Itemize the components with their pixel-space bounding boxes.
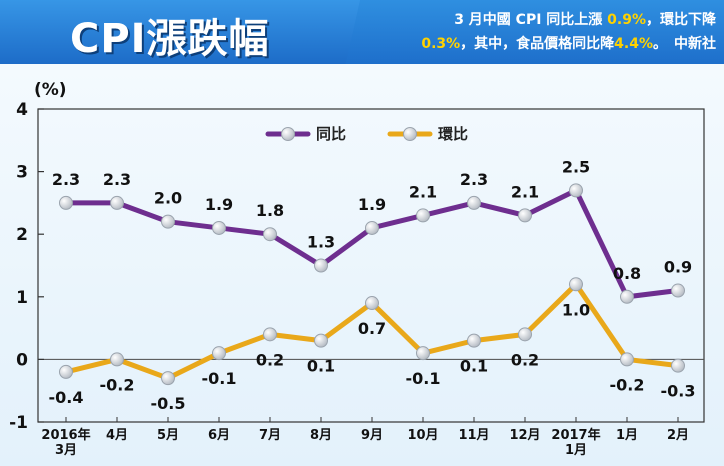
data-point-marker bbox=[314, 333, 328, 348]
data-label: 0.2 bbox=[511, 350, 539, 369]
header-banner: CPI漲跌幅 3 月中國 CPI 同比上漲 0.9%，環比下降 0.3%，其中，… bbox=[0, 0, 724, 64]
subtitle-text: ，其中，食品價格同比降 bbox=[460, 36, 615, 52]
data-point-marker bbox=[671, 283, 685, 298]
plot-frame bbox=[37, 108, 705, 423]
legend-marker bbox=[281, 127, 295, 141]
data-label: 1.9 bbox=[205, 195, 233, 214]
legend-label: 同比 bbox=[316, 125, 346, 143]
x-tick-label: 5月 bbox=[157, 428, 179, 443]
data-point-marker bbox=[110, 195, 124, 210]
data-label: -0.3 bbox=[661, 382, 696, 401]
subtitle-highlight: 0.9% bbox=[607, 12, 646, 28]
data-label: 0.8 bbox=[613, 264, 641, 283]
data-label: 1.0 bbox=[562, 300, 590, 319]
data-point-marker bbox=[161, 214, 175, 229]
data-point-marker bbox=[569, 277, 583, 292]
subtitle-highlight: 4.4% bbox=[614, 36, 653, 52]
data-label: -0.1 bbox=[202, 369, 237, 388]
data-point-marker bbox=[263, 227, 277, 242]
data-point-marker bbox=[416, 346, 430, 361]
subtitle-line-1: 3 月中國 CPI 同比上漲 0.9%，環比下降 bbox=[370, 8, 716, 32]
x-tick-label: 7月 bbox=[259, 428, 281, 443]
x-tick-label: 6月 bbox=[208, 428, 230, 443]
x-tick-label: 2016年 3月 bbox=[41, 427, 90, 458]
subtitle-line-2: 0.3%，其中，食品價格同比降4.4%。 中新社 bbox=[370, 32, 716, 56]
data-label: -0.2 bbox=[610, 375, 645, 394]
data-label: 2.5 bbox=[562, 157, 590, 176]
data-point-marker bbox=[110, 352, 124, 367]
data-point-marker bbox=[59, 364, 73, 379]
data-point-marker bbox=[467, 333, 481, 348]
data-label: 1.9 bbox=[358, 195, 386, 214]
chart-subtitle: 3 月中國 CPI 同比上漲 0.9%，環比下降 0.3%，其中，食品價格同比降… bbox=[370, 8, 716, 56]
data-point-marker bbox=[59, 195, 73, 210]
x-tick-label: 12月 bbox=[509, 428, 540, 443]
subtitle-text: ，環比下降 bbox=[646, 12, 716, 28]
data-label: -0.1 bbox=[406, 369, 441, 388]
y-tick-label: 1 bbox=[16, 288, 28, 308]
data-label: 0.1 bbox=[307, 357, 335, 376]
data-point-marker bbox=[467, 195, 481, 210]
data-point-marker bbox=[620, 352, 634, 367]
data-label: 0.1 bbox=[460, 357, 488, 376]
x-tick-label: 9月 bbox=[361, 428, 383, 443]
data-label: 2.0 bbox=[154, 189, 182, 208]
data-point-marker bbox=[569, 183, 583, 198]
data-point-marker bbox=[212, 346, 226, 361]
data-label: -0.5 bbox=[151, 394, 186, 413]
data-label: 0.2 bbox=[256, 350, 284, 369]
data-label: -0.4 bbox=[49, 388, 84, 407]
y-tick-label: 3 bbox=[16, 163, 28, 183]
data-label: 2.3 bbox=[460, 170, 488, 189]
y-axis-label: (%) bbox=[34, 80, 67, 100]
x-tick-label: 10月 bbox=[407, 428, 438, 443]
data-label: 2.3 bbox=[103, 170, 131, 189]
y-tick-label: 4 bbox=[16, 100, 28, 120]
data-point-marker bbox=[416, 208, 430, 223]
cpi-line-chart: -1 0 1 2 3 4 (%) 2016年 3月 4月 5月 6月 7月 8月 9月 10月 11月 12月 20… bbox=[9, 80, 705, 458]
x-tick-label: 2月 bbox=[667, 428, 689, 443]
data-point-marker bbox=[518, 208, 532, 223]
y-tick-label: -1 bbox=[9, 413, 28, 433]
subtitle-text: 。 中新社 bbox=[653, 36, 716, 52]
x-tick-label: 2017年 1月 bbox=[551, 427, 600, 458]
data-point-marker bbox=[365, 296, 379, 311]
data-label: 1.3 bbox=[307, 233, 335, 252]
legend-label: 環比 bbox=[438, 125, 468, 143]
y-tick-label: 2 bbox=[16, 225, 28, 245]
data-point-marker bbox=[518, 327, 532, 342]
data-point-marker bbox=[161, 371, 175, 386]
title-panel bbox=[0, 0, 360, 64]
subtitle-text: 3 月中國 CPI 同比上漲 bbox=[454, 12, 608, 28]
data-point-marker bbox=[263, 327, 277, 342]
data-label: 0.7 bbox=[358, 319, 386, 338]
data-label: 2.1 bbox=[409, 182, 437, 201]
data-label: -0.2 bbox=[100, 375, 135, 394]
data-point-marker bbox=[620, 289, 634, 304]
x-tick-label: 1月 bbox=[616, 428, 638, 443]
x-tick-label: 11月 bbox=[458, 428, 489, 443]
data-label: 2.3 bbox=[52, 170, 80, 189]
data-point-marker bbox=[671, 358, 685, 373]
data-label: 1.8 bbox=[256, 201, 284, 220]
subtitle-highlight: 0.3% bbox=[421, 36, 461, 52]
data-label: 2.1 bbox=[511, 182, 539, 201]
data-point-marker bbox=[365, 220, 379, 235]
chart-title: CPI漲跌幅 bbox=[70, 16, 270, 62]
data-point-marker bbox=[212, 220, 226, 235]
chart-area: -1 0 1 2 3 4 (%) 2016年 3月 4月 5月 6月 7月 8月 9月 10月 11月 12月 20… bbox=[0, 64, 724, 466]
data-label: 0.9 bbox=[664, 258, 692, 277]
x-tick-label: 4月 bbox=[106, 428, 128, 443]
y-tick-label: 0 bbox=[16, 350, 28, 370]
x-tick-label: 8月 bbox=[310, 428, 332, 443]
legend-marker bbox=[403, 127, 417, 141]
data-point-marker bbox=[314, 258, 328, 273]
